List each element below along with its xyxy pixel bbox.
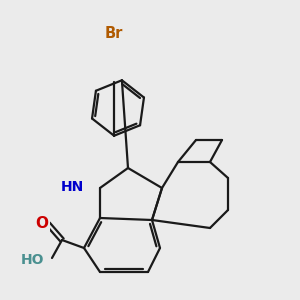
Text: O: O — [35, 215, 49, 230]
Text: Br: Br — [105, 26, 123, 41]
Text: HO: HO — [20, 253, 44, 267]
Text: HN: HN — [61, 180, 84, 194]
